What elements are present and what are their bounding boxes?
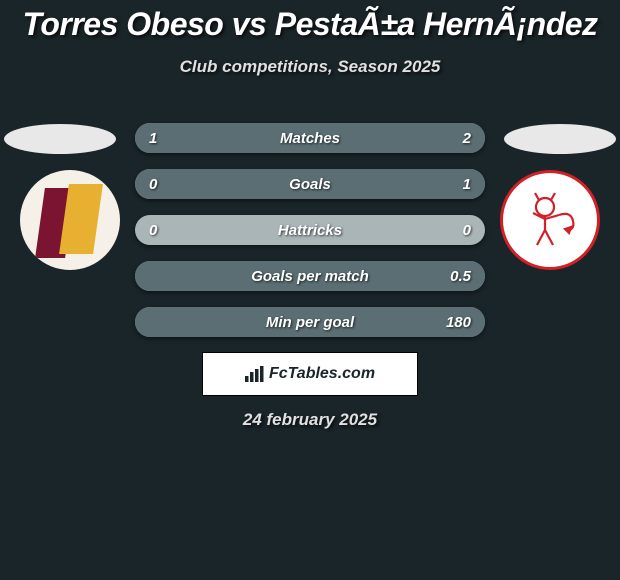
chart-icon xyxy=(245,366,265,382)
club-badge-right xyxy=(500,170,600,270)
stat-row: Min per goal180 xyxy=(135,307,485,337)
stats-card: Torres Obeso vs PestaÃ±a HernÃ¡ndez Club… xyxy=(0,0,620,580)
stat-value-right: 0 xyxy=(463,222,471,239)
attribution-label: FcTables.com xyxy=(269,365,375,383)
stat-row: 0Hattricks0 xyxy=(135,215,485,245)
stat-value-right: 2 xyxy=(463,130,471,147)
stat-row: Goals per match0.5 xyxy=(135,261,485,291)
stat-value-right: 180 xyxy=(446,314,471,331)
stat-label: Min per goal xyxy=(135,314,485,331)
stat-value-right: 0.5 xyxy=(450,268,471,285)
page-title: Torres Obeso vs PestaÃ±a HernÃ¡ndez xyxy=(0,0,620,43)
badge-left-graphic xyxy=(20,170,120,270)
badge-right-graphic xyxy=(503,173,597,267)
stat-row: 0Goals1 xyxy=(135,169,485,199)
stat-label: Matches xyxy=(135,130,485,147)
stat-label: Goals per match xyxy=(135,268,485,285)
date-text: 24 february 2025 xyxy=(0,410,620,430)
club-badge-left xyxy=(20,170,120,270)
player-right-ellipse xyxy=(504,124,616,154)
player-left-ellipse xyxy=(4,124,116,154)
stat-label: Hattricks xyxy=(135,222,485,239)
attribution-text: FcTables.com xyxy=(245,365,375,383)
attribution-box: FcTables.com xyxy=(202,352,418,396)
stats-list: 1Matches20Goals10Hattricks0Goals per mat… xyxy=(135,123,485,353)
stat-value-right: 1 xyxy=(463,176,471,193)
subtitle: Club competitions, Season 2025 xyxy=(0,57,620,77)
stat-label: Goals xyxy=(135,176,485,193)
stat-row: 1Matches2 xyxy=(135,123,485,153)
